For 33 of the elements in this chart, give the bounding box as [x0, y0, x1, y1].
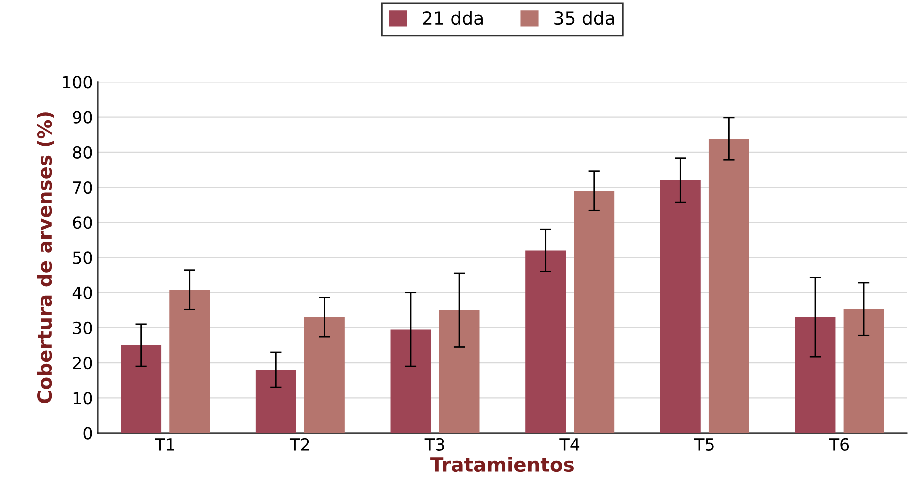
y-tick-label: 80: [73, 146, 92, 159]
legend-label: 21 dda: [423, 11, 483, 26]
y-tick-label: 70: [73, 181, 92, 194]
x-tick-label: T3: [424, 438, 444, 452]
y-tick-label: 30: [73, 322, 92, 334]
bar: [121, 345, 162, 434]
x-tick-label: T5: [694, 438, 714, 452]
x-axis-title: Tratamientos: [430, 457, 574, 472]
y-tick-label: 60: [73, 216, 92, 230]
y-tick-label: 20: [73, 357, 92, 370]
y-tick-label: 40: [72, 286, 92, 300]
bar: [256, 370, 296, 434]
bar: [170, 290, 210, 434]
bar: [304, 317, 345, 434]
y-tick-label: 10: [74, 392, 92, 405]
bar: [708, 139, 750, 434]
y-tick-label: 90: [73, 111, 92, 124]
x-tick-label: T6: [829, 438, 850, 452]
x-tick-label: T2: [290, 438, 310, 451]
bar: [844, 309, 884, 434]
bar: [660, 180, 701, 434]
bar: [526, 250, 566, 434]
y-tick-label: 100: [63, 76, 92, 89]
bar: [439, 310, 480, 434]
bar: [390, 330, 432, 434]
bar: [795, 317, 836, 434]
y-axis-title: Cobertura de arvenses (%): [37, 112, 54, 404]
x-tick-label: T1: [155, 438, 174, 451]
bar: [574, 191, 615, 434]
y-tick-label: 50: [73, 252, 92, 264]
y-tick-label: 0: [84, 427, 92, 440]
legend-label: 35 dda: [554, 11, 614, 26]
x-tick-label: T4: [560, 438, 580, 451]
